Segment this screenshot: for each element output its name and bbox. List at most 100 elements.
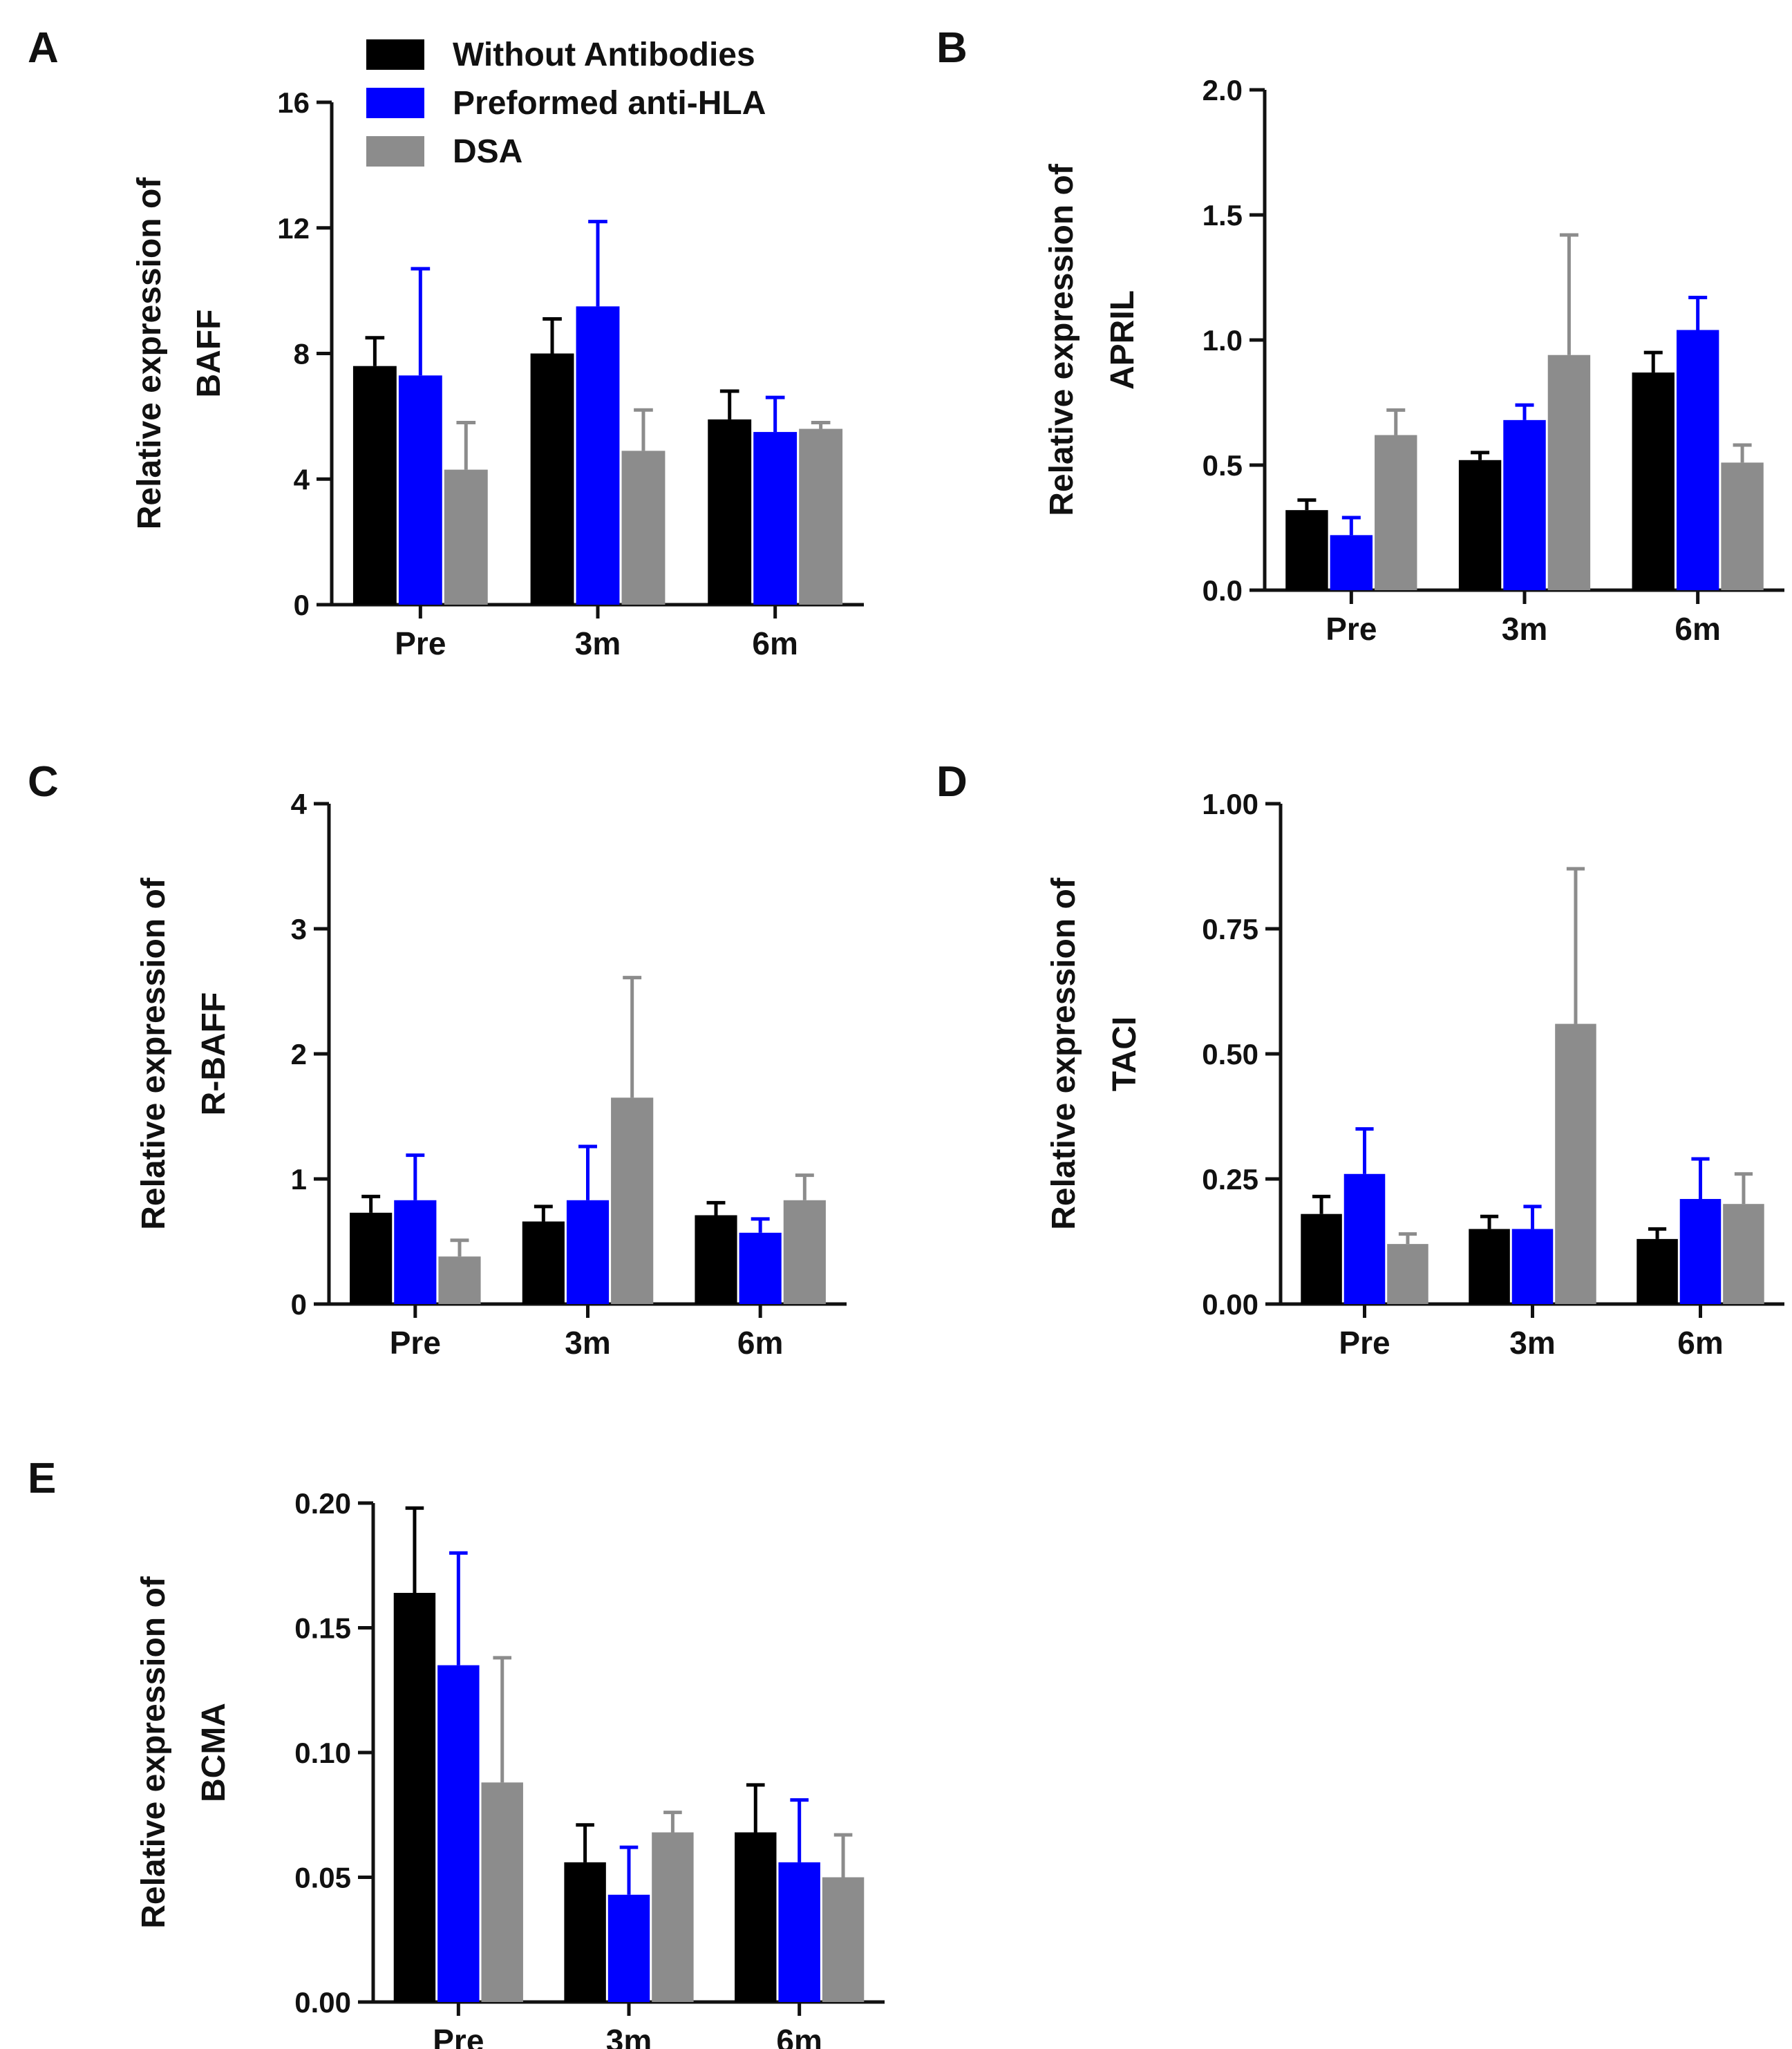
bar-a-2-1	[621, 451, 666, 605]
x-category-label: Pre	[433, 2023, 484, 2049]
y-axis-title-gene: BCMA	[196, 1703, 232, 1802]
bar-b-0-2	[1632, 372, 1675, 590]
x-category-label: Pre	[1339, 1325, 1390, 1361]
y-tick-label: 0.20	[294, 1487, 351, 1520]
y-tick-label: 3	[291, 913, 307, 945]
y-axis-title-gene: TACI	[1106, 1017, 1143, 1091]
bar-d-1-2	[1679, 1198, 1722, 1304]
y-tick-label: 1.00	[1202, 788, 1258, 820]
y-axis-title: Relative expression of	[1046, 877, 1082, 1230]
bar-c-2-0	[438, 1256, 481, 1304]
y-tick-label: 1	[291, 1163, 307, 1196]
bar-a-0-2	[708, 419, 752, 605]
bar-e-2-2	[822, 1877, 865, 2002]
x-category-label: Pre	[390, 1325, 441, 1361]
y-tick-label: 1.0	[1202, 324, 1243, 357]
y-axis-title: Relative expression of	[131, 177, 168, 530]
y-tick-label: 12	[277, 212, 310, 245]
x-category-label: 3m	[1509, 1325, 1555, 1361]
panel-letter: A	[28, 24, 59, 72]
x-category-label: 3m	[575, 625, 621, 661]
y-axis-title-gene: BAFF	[191, 310, 227, 398]
panel-letter: B	[936, 24, 968, 72]
x-category-label: Pre	[1326, 611, 1377, 647]
bar-e-1-0	[437, 1665, 480, 2002]
bar-e-1-1	[607, 1894, 650, 2002]
x-category-label: Pre	[395, 625, 446, 661]
y-tick-label: 0	[294, 589, 310, 621]
y-tick-label: 4	[291, 788, 308, 820]
y-tick-label: 0.00	[1202, 1288, 1258, 1321]
legend: Without Antibodies Preformed anti-HLA DSA	[366, 37, 766, 170]
legend-label-2: DSA	[453, 133, 522, 170]
bar-b-0-0	[1285, 510, 1328, 590]
y-axis-title: Relative expression of	[135, 1576, 172, 1929]
y-tick-label: 0.25	[1202, 1163, 1258, 1196]
bar-d-2-1	[1555, 1023, 1596, 1304]
y-tick-label: 2.0	[1202, 74, 1243, 106]
panel-letter: C	[28, 758, 59, 806]
panel-letter: D	[936, 758, 968, 806]
bar-a-1-1	[576, 306, 620, 605]
bar-a-0-0	[352, 366, 397, 605]
bar-c-0-2	[695, 1215, 737, 1304]
bar-e-0-2	[735, 1832, 777, 2002]
bar-b-1-2	[1676, 330, 1719, 590]
y-tick-label: 0.05	[294, 1862, 351, 1894]
panels: A Relative expression of BAFF 0 4 8 12 16 Pre 3m 6…	[28, 24, 1784, 2049]
y-tick-label: 0.15	[294, 1612, 351, 1645]
y-tick-label: 0.10	[294, 1737, 351, 1769]
y-tick-label: 0.75	[1202, 913, 1258, 945]
bar-b-2-2	[1721, 462, 1764, 590]
x-category-label: 6m	[1675, 611, 1720, 647]
bar-d-0-2	[1637, 1238, 1678, 1304]
bar-e-2-0	[481, 1782, 523, 2002]
bar-d-2-2	[1723, 1204, 1764, 1304]
bar-c-2-1	[611, 1097, 654, 1304]
bar-a-0-1	[530, 353, 574, 605]
legend-label-1: Preformed anti-HLA	[453, 85, 766, 122]
x-category-label: 6m	[776, 2023, 822, 2049]
panel-b: B Relative expression of APRIL 0.0 0.5 1.0 1.5…	[936, 24, 1784, 647]
legend-swatch-0	[366, 39, 424, 70]
bar-c-0-0	[350, 1212, 393, 1304]
bar-a-2-2	[799, 428, 843, 605]
bar-c-0-1	[522, 1221, 565, 1304]
panel-c: C Relative expression of R-BAFF 0 1 2 3 4 Pre 3m 6…	[28, 758, 847, 1361]
panel-letter: E	[28, 1455, 56, 1502]
y-tick-label: 16	[277, 86, 310, 119]
bar-e-2-1	[652, 1832, 694, 2002]
bar-a-2-0	[444, 469, 488, 605]
bar-b-0-1	[1458, 460, 1502, 590]
x-category-label: 3m	[565, 1325, 610, 1361]
y-tick-label: 0.50	[1202, 1038, 1258, 1070]
x-category-label: 6m	[1677, 1325, 1723, 1361]
bar-c-1-2	[739, 1232, 782, 1304]
x-category-label: 6m	[737, 1325, 783, 1361]
bar-b-1-0	[1330, 535, 1373, 590]
bar-c-1-0	[394, 1200, 437, 1304]
y-tick-label: 0.0	[1202, 574, 1243, 607]
x-category-label: 6m	[752, 625, 798, 661]
legend-swatch-2	[366, 136, 424, 167]
bar-d-2-0	[1387, 1244, 1428, 1304]
y-tick-label: 8	[294, 338, 310, 370]
y-tick-label: 0	[291, 1288, 307, 1321]
y-axis-title-gene: APRIL	[1104, 290, 1141, 390]
y-axis-title: Relative expression of	[135, 877, 172, 1230]
y-tick-label: 1.5	[1202, 199, 1243, 232]
panel-d: D Relative expression of TACI 0.00 0.25 0.50 0…	[936, 758, 1784, 1361]
y-tick-label: 0.00	[294, 1986, 351, 2019]
panel-e: E Relative expression of BCMA 0.00 0.05 0.10 0…	[28, 1455, 885, 2049]
bar-b-1-1	[1503, 419, 1546, 590]
bar-a-1-0	[398, 375, 442, 605]
panel-a: A Relative expression of BAFF 0 4 8 12 16 Pre 3m 6…	[28, 24, 864, 661]
bar-c-2-2	[783, 1200, 826, 1304]
bar-e-0-1	[564, 1862, 606, 2002]
bar-d-1-1	[1511, 1229, 1554, 1304]
y-tick-label: 0.5	[1202, 449, 1243, 482]
y-tick-label: 4	[294, 463, 310, 495]
y-axis-title: Relative expression of	[1044, 163, 1080, 516]
